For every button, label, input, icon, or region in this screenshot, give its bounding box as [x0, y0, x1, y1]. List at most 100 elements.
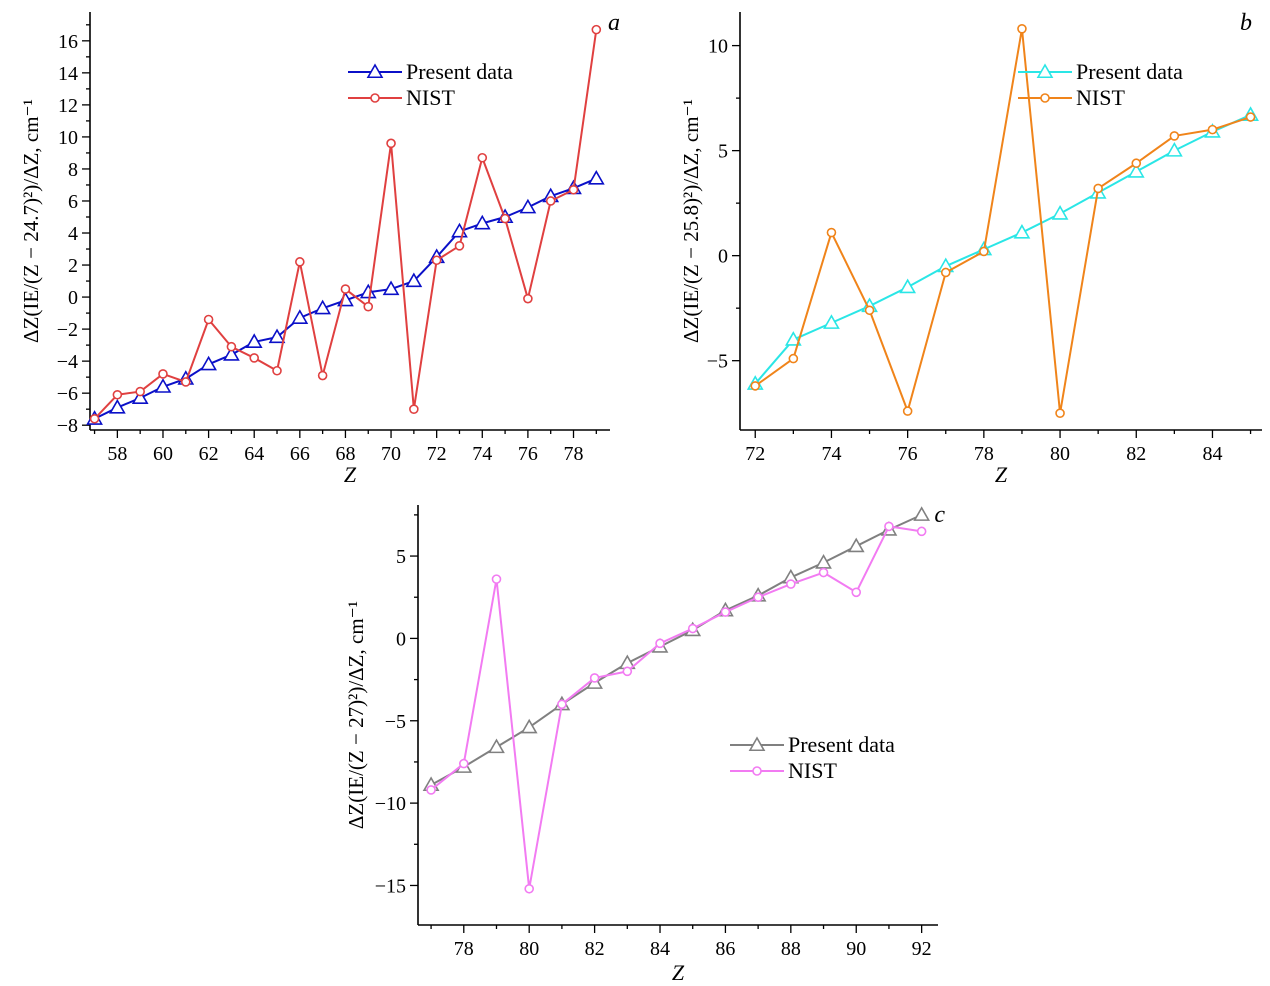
- data-point: [291, 309, 309, 324]
- data-point: [818, 567, 829, 578]
- data-point: [851, 587, 862, 598]
- x-tick-label: 64: [244, 443, 264, 465]
- series-line: [754, 27, 1251, 415]
- x-axis-label: Z: [344, 462, 357, 487]
- y-axis-label: ΔZ(IE/(Z − 27)²)/ΔZ, cm⁻¹: [344, 601, 368, 829]
- data-point: [545, 196, 556, 206]
- y-tick-label: −2: [57, 319, 78, 341]
- legend-marker: [748, 736, 766, 752]
- data-point: [491, 574, 502, 584]
- x-tick-label: 84: [1202, 443, 1222, 465]
- legend-label: NIST: [1076, 85, 1125, 110]
- x-tick-label: 58: [107, 443, 127, 465]
- chart-panel-b: −5 0 5 10 72 74 76 78 80 82 84 Z ΔZ(IE/(Z − 25.8)²)/…: [679, 10, 1262, 487]
- data-point: [245, 333, 263, 348]
- data-point: [1013, 223, 1031, 239]
- data-point: [268, 328, 286, 344]
- data-point: [363, 301, 374, 312]
- x-tick-label: 88: [781, 938, 801, 960]
- x-tick-label: 80: [1050, 443, 1070, 465]
- x-tick-label: 78: [564, 443, 584, 465]
- x-tick-label: 76: [518, 443, 538, 465]
- data-point: [500, 213, 510, 224]
- panel-letter: a: [608, 10, 620, 36]
- data-point: [272, 365, 282, 376]
- x-tick-label: 82: [1126, 443, 1146, 465]
- legend-label: Present data: [1076, 59, 1183, 84]
- x-tick-label: 60: [153, 443, 173, 465]
- y-tick-label: −8: [57, 415, 78, 437]
- y-tick-label: 4: [68, 223, 78, 245]
- y-tick-label: 6: [68, 191, 78, 213]
- data-point: [687, 623, 698, 634]
- data-point: [1055, 408, 1065, 418]
- data-point: [524, 883, 534, 894]
- x-tick-label: 66: [290, 443, 310, 465]
- y-tick-label: 14: [58, 63, 78, 85]
- x-tick-label: 70: [381, 443, 401, 465]
- data-point: [203, 314, 214, 325]
- y-tick-label: 16: [58, 31, 78, 53]
- data-point: [340, 284, 351, 294]
- x-tick-label: 90: [846, 938, 866, 960]
- data-point: [131, 389, 149, 405]
- data-point: [458, 758, 469, 769]
- x-tick-label: 76: [898, 443, 918, 465]
- data-point: [979, 246, 989, 257]
- data-point: [1017, 24, 1027, 34]
- data-point: [899, 278, 917, 294]
- data-point: [1207, 124, 1218, 135]
- y-tick-label: 10: [708, 36, 728, 58]
- y-tick-label: 0: [718, 246, 728, 268]
- data-point: [317, 370, 328, 381]
- x-tick-label: 80: [519, 938, 539, 960]
- data-point: [409, 404, 419, 414]
- data-point: [158, 369, 168, 379]
- x-tick-label: 86: [715, 938, 735, 960]
- x-tick-label: 74: [821, 443, 841, 465]
- legend-marker: [366, 63, 384, 79]
- x-axis-label: Z: [672, 960, 685, 985]
- data-point: [847, 537, 865, 553]
- data-point: [1165, 142, 1183, 157]
- data-point: [1169, 131, 1180, 141]
- data-point: [823, 314, 840, 329]
- x-axis-label: Z: [995, 462, 1008, 487]
- data-point: [454, 241, 465, 251]
- data-point: [591, 24, 602, 35]
- x-tick-label: 74: [472, 443, 492, 465]
- legend-label: Present data: [406, 59, 513, 84]
- y-axis-label: ΔZ(IE/(Z − 25.8)²)/ΔZ, cm⁻¹: [679, 99, 703, 343]
- y-tick-label: −15: [375, 875, 406, 897]
- data-point: [1245, 112, 1256, 122]
- data-point: [587, 169, 605, 185]
- data-point: [426, 785, 436, 795]
- data-point: [902, 406, 913, 416]
- data-point: [655, 638, 665, 649]
- x-tick-label: 82: [585, 938, 605, 960]
- data-point: [913, 506, 931, 521]
- data-point: [784, 331, 802, 346]
- series-present-data: [746, 106, 1259, 390]
- data-point: [473, 214, 491, 230]
- data-point: [520, 718, 538, 734]
- y-tick-label: 12: [58, 95, 78, 117]
- series-line: [93, 29, 598, 420]
- y-tick-label: −5: [707, 351, 728, 373]
- y-tick-label: 5: [396, 546, 406, 568]
- y-tick-label: 0: [68, 287, 78, 309]
- data-point: [477, 152, 488, 163]
- data-point: [1093, 183, 1103, 194]
- data-point: [557, 699, 567, 710]
- data-point: [135, 386, 145, 397]
- x-tick-label: 78: [974, 443, 994, 465]
- data-point: [788, 353, 799, 364]
- x-tick-label: 62: [199, 443, 219, 465]
- data-point: [431, 255, 442, 266]
- y-tick-label: −10: [375, 793, 406, 815]
- data-point: [753, 592, 763, 603]
- data-point: [359, 283, 377, 299]
